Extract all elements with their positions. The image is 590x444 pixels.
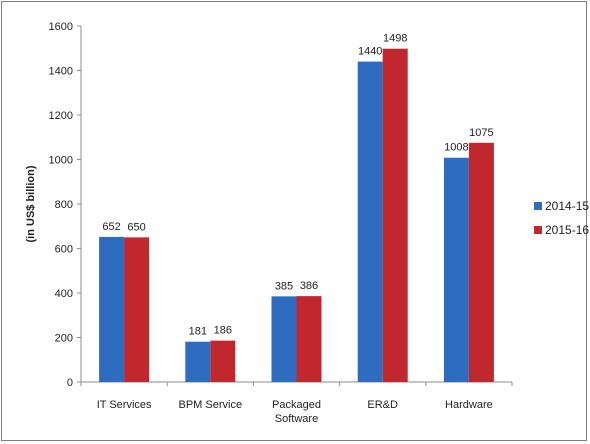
- bar-2014-15: [443, 157, 469, 382]
- bar-2015-16: [124, 237, 150, 382]
- legend: 2014-15 2015-16: [534, 199, 589, 237]
- data-label: 650: [127, 221, 145, 233]
- y-tick-label: 1600: [49, 21, 73, 33]
- legend-swatch: [534, 226, 542, 234]
- y-tick-label: 800: [55, 199, 73, 211]
- bar-2014-15: [185, 341, 211, 382]
- x-tick-label: ER&D: [367, 399, 398, 411]
- x-tick-label: BPM Service: [179, 399, 243, 411]
- x-axis: IT Services BPM Service Packaged Software ER…: [80, 381, 513, 425]
- data-label: 1440: [358, 46, 382, 58]
- data-label: 181: [189, 326, 207, 338]
- x-tick-label: IT Services: [97, 399, 152, 411]
- bar-2014-15: [357, 61, 383, 382]
- bar-2015-16: [468, 142, 494, 382]
- bar-2014-15: [99, 236, 125, 382]
- y-axis-label: (in US$ billion): [25, 165, 37, 242]
- bar-2015-16: [382, 48, 408, 382]
- data-label: 385: [275, 280, 293, 292]
- bar-2014-15: [271, 296, 297, 382]
- data-label: 386: [300, 280, 318, 292]
- y-tick-label: 1400: [49, 66, 73, 78]
- y-tick-label: 0: [67, 377, 73, 389]
- data-label: 1075: [469, 127, 493, 139]
- y-tick-label: 600: [55, 244, 73, 256]
- y-tick-label: 400: [55, 288, 73, 300]
- data-label: 1498: [383, 33, 407, 45]
- bar-2015-16: [210, 340, 236, 382]
- bar-2015-16: [296, 296, 322, 382]
- legend-label: 2015-16: [545, 223, 589, 237]
- data-label: 1008: [444, 142, 468, 154]
- data-label: 652: [102, 221, 120, 233]
- legend-label: 2014-15: [545, 199, 589, 213]
- x-tick-label: Packaged: [272, 399, 321, 411]
- bars: [99, 48, 494, 382]
- legend-swatch: [534, 202, 542, 210]
- x-tick-label: Software: [275, 413, 318, 425]
- x-tick-label: Hardware: [445, 399, 493, 411]
- data-label: 186: [214, 325, 232, 337]
- y-axis: 0 200 400 600 800 1000 1200 1400 1600: [49, 21, 82, 389]
- y-tick-label: 1000: [49, 155, 73, 167]
- y-tick-label: 1200: [49, 110, 73, 122]
- y-tick-label: 200: [55, 333, 73, 345]
